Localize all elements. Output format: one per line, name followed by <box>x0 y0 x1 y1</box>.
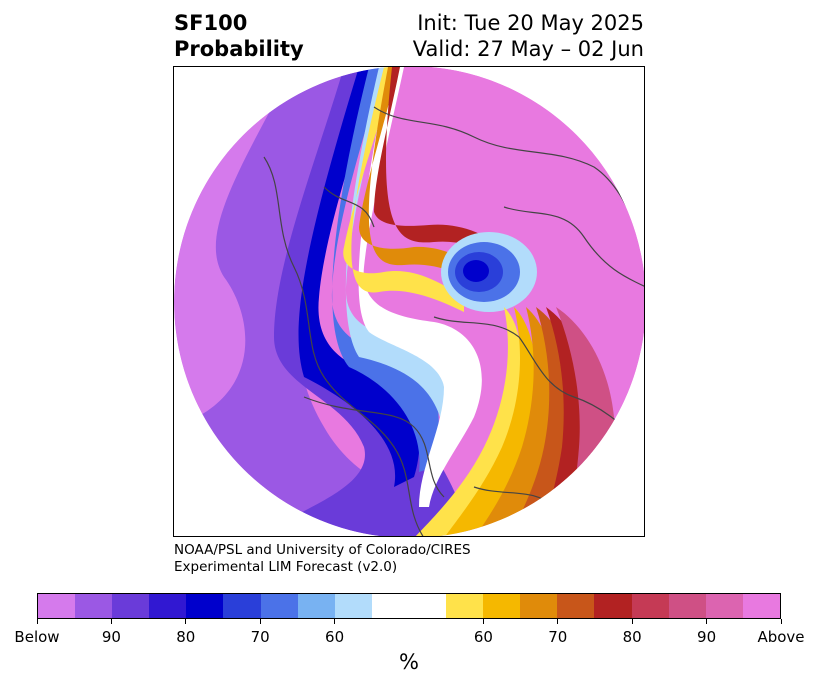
title-variable: SF100 <box>174 11 248 35</box>
colorbar-tick-label: 60 <box>473 628 493 646</box>
init-date: Init: Tue 20 May 2025 <box>417 11 644 35</box>
colorbar-tickmark <box>557 619 559 624</box>
colorbar-segment <box>668 594 706 618</box>
colorbar-segment <box>631 594 669 618</box>
colorbar-tickmark <box>36 619 38 624</box>
colorbar-segment <box>446 594 484 618</box>
colorbar-tick-label: 60 <box>325 628 345 646</box>
colorbar-segment <box>408 594 447 618</box>
colorbar-tickmark <box>780 619 782 624</box>
map-title: SF100 Probability <box>174 10 304 62</box>
colorbar-segment <box>483 594 521 618</box>
colorbar-segment <box>705 594 743 618</box>
colorbar-tick-label: 70 <box>548 628 568 646</box>
colorbar-segment <box>149 594 187 618</box>
valid-period: Valid: 27 May – 02 Jun <box>412 37 644 61</box>
credit-line-1: NOAA/PSL and University of Colorado/CIRE… <box>174 542 471 558</box>
colorbar-tickmark <box>706 619 708 624</box>
colorbar-segment <box>594 594 632 618</box>
colorbar-segment <box>38 594 76 618</box>
colorbar-tickmark <box>334 619 336 624</box>
colorbar-segment <box>557 594 595 618</box>
colorbar-segment <box>260 594 298 618</box>
colorbar-segment <box>75 594 113 618</box>
credit: NOAA/PSL and University of Colorado/CIRE… <box>174 542 471 576</box>
colorbar-tickmark <box>631 619 633 624</box>
map-corners <box>174 67 644 536</box>
colorbar-tick-label: 70 <box>250 628 270 646</box>
colorbar <box>37 593 781 619</box>
colorbar-segment <box>371 594 409 618</box>
colorbar-tick-label: 90 <box>101 628 121 646</box>
colorbar-tick-label: 90 <box>697 628 717 646</box>
region-below-50 <box>345 67 459 437</box>
colorbar-segment <box>223 594 261 618</box>
colorbar-tickmark <box>259 619 261 624</box>
colorbar-segment <box>334 594 372 618</box>
colorbar-segment <box>186 594 224 618</box>
probability-map-svg <box>174 67 644 536</box>
colorbar-tick-label: 80 <box>176 628 196 646</box>
colorbar-unit: % <box>399 650 419 674</box>
colorbar-tick-label: Above <box>757 628 805 646</box>
title-probability: Probability <box>174 37 304 61</box>
colorbar-segment <box>742 594 780 618</box>
colorbar-segment <box>297 594 335 618</box>
colorbar-tick-label: Below <box>14 628 60 646</box>
colorbar-tickmark <box>185 619 187 624</box>
region-below-90 <box>174 67 494 536</box>
credit-line-2: Experimental LIM Forecast (v2.0) <box>174 559 398 575</box>
region-above-60 <box>343 67 464 312</box>
colorbar-tickmark <box>110 619 112 624</box>
region-below-80 <box>254 67 474 536</box>
polar-map <box>173 66 645 537</box>
colorbar-tick-label: 80 <box>622 628 642 646</box>
colorbar-segment <box>112 594 150 618</box>
arctic-low-90 <box>463 260 489 282</box>
colorbar-segment <box>520 594 558 618</box>
forecast-dates: Init: Tue 20 May 2025 Valid: 27 May – 02… <box>413 10 644 62</box>
region-near-normal <box>358 67 482 507</box>
colorbar-tickmark <box>482 619 484 624</box>
